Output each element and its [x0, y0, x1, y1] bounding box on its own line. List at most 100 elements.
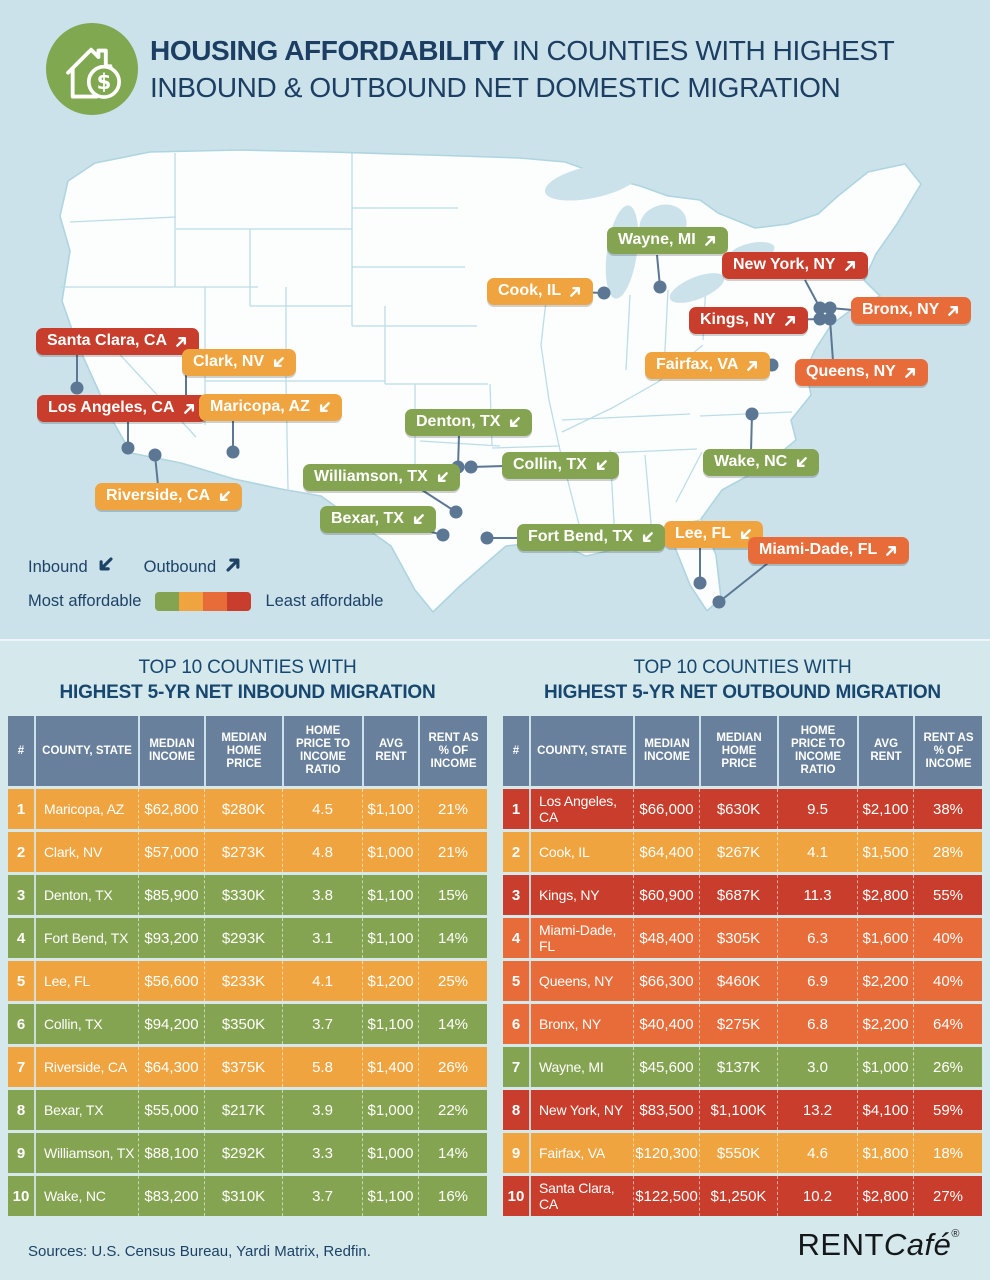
- cell-ratio: 3.7: [282, 1176, 362, 1216]
- inbound-table-body: 1 Maricopa, AZ $62,800 $280K 4.5 $1,100 21% 2 Cl…: [8, 789, 487, 1216]
- affordability-scale: [155, 592, 252, 611]
- table-row-queens-ny: 5 Queens, NY $66,300 $460K 6.9 $2,200 40%: [503, 961, 982, 1001]
- cell-home_price: $630K: [699, 789, 777, 829]
- cell-home_price: $1,100K: [699, 1090, 777, 1130]
- outbound-table-header: # COUNTY, STATE MEDIAN INCOME MEDIAN HOME P…: [503, 716, 982, 786]
- outbound-title-line2: HIGHEST 5-YR NET OUTBOUND MIGRATION: [544, 682, 941, 703]
- table-row-lee-fl: 5 Lee, FL $56,600 $233K 4.1 $1,200 25%: [8, 961, 487, 1001]
- city-dot-fort-bend-tx: [480, 531, 494, 545]
- cell-county: Queens, NY: [529, 961, 633, 1001]
- table-row-cook-il: 2 Cook, IL $64,400 $267K 4.1 $1,500 28%: [503, 832, 982, 872]
- map-badge-lee-fl: Lee, FL: [664, 521, 764, 548]
- table-row-collin-tx: 6 Collin, TX $94,200 $350K 3.7 $1,100 14%: [8, 1004, 487, 1044]
- cell-county: Wayne, MI: [529, 1047, 633, 1087]
- cell-rank: 9: [16, 1144, 26, 1162]
- map-badge-label: Maricopa, AZ: [210, 398, 310, 415]
- cell-rank: 2: [16, 843, 26, 861]
- city-dot-kings-ny: [813, 312, 827, 326]
- cell-ratio: 3.7: [282, 1004, 362, 1044]
- cell-home_price: $137K: [699, 1047, 777, 1087]
- cell-rank: 8: [511, 1101, 521, 1119]
- inbound-title-line1: TOP 10 COUNTIES WITH: [138, 657, 357, 678]
- city-dot-maricopa-az: [226, 445, 240, 459]
- cell-rent_pct: 26%: [913, 1047, 982, 1087]
- inbound-title-line2: HIGHEST 5-YR NET INBOUND MIGRATION: [59, 682, 436, 703]
- cell-home_price: $267K: [699, 832, 777, 872]
- table-row-maricopa-az: 1 Maricopa, AZ $62,800 $280K 4.5 $1,100 21%: [8, 789, 487, 829]
- map-badge-queens-ny: Queens, NY: [795, 359, 928, 386]
- swatch-least-affordable: [227, 592, 252, 611]
- cell-rent: $2,100: [857, 789, 913, 829]
- map-badge-cook-il: Cook, IL: [487, 278, 594, 305]
- table-row-denton-tx: 3 Denton, TX $85,900 $330K 3.8 $1,100 15%: [8, 875, 487, 915]
- swatch-affordable: [179, 592, 204, 611]
- cell-ratio: 4.6: [777, 1133, 857, 1173]
- outbound-table-title: TOP 10 COUNTIES WITH HIGHEST 5-YR NET OU…: [503, 655, 982, 705]
- cell-rank: 1: [511, 800, 521, 818]
- cell-income: $120,300: [633, 1133, 699, 1173]
- inbound-arrow-icon: [413, 513, 424, 524]
- cell-rank: 4: [16, 929, 26, 947]
- cell-county: New York, NY: [529, 1090, 633, 1130]
- cell-ratio: 4.5: [282, 789, 362, 829]
- map-badge-label: Kings, NY: [700, 311, 776, 328]
- city-dot-lee-fl: [693, 576, 707, 590]
- inbound-arrow-icon: [740, 528, 751, 539]
- column-header-median-home-price: MEDIAN HOME PRICE: [204, 716, 282, 786]
- cell-rent: $1,600: [857, 918, 913, 958]
- direction-legend: Inbound Outbound: [28, 556, 242, 578]
- cell-rent: $1,100: [362, 918, 418, 958]
- outbound-arrow-icon: [904, 367, 915, 378]
- column-header-avg-rent: AVG RENT: [362, 716, 418, 786]
- map-badge-label: Los Angeles, CA: [48, 399, 175, 416]
- cell-home_price: $305K: [699, 918, 777, 958]
- cell-rank: 8: [16, 1101, 26, 1119]
- cell-ratio: 11.3: [777, 875, 857, 915]
- inbound-table-title: TOP 10 COUNTIES WITH HIGHEST 5-YR NET IN…: [8, 655, 487, 705]
- cell-ratio: 4.1: [282, 961, 362, 1001]
- connector-williamson-tx: [421, 489, 457, 513]
- map-badge-kings-ny: Kings, NY: [689, 307, 808, 334]
- map-badge-label: Clark, NV: [193, 353, 265, 370]
- cell-rent: $1,100: [362, 789, 418, 829]
- cell-rent: $2,800: [857, 875, 913, 915]
- cell-home_price: $280K: [204, 789, 282, 829]
- map-badge-label: Williamson, TX: [314, 468, 428, 485]
- city-dot-queens-ny: [823, 312, 837, 326]
- page-title: HOUSING AFFORDABILITY IN COUNTIES WITH H…: [150, 32, 975, 106]
- map-badge-label: Collin, TX: [513, 456, 587, 473]
- outbound-title-line1: TOP 10 COUNTIES WITH: [633, 657, 852, 678]
- cell-county: Kings, NY: [529, 875, 633, 915]
- inbound-arrow-icon: [97, 556, 114, 578]
- map-badge-fairfax-va: Fairfax, VA: [645, 352, 771, 379]
- page-title-strong: HOUSING AFFORDABILITY: [150, 35, 505, 66]
- city-dot-bexar-tx: [436, 528, 450, 542]
- rentcafe-logo: RENTCafé®: [798, 1227, 960, 1263]
- cell-rank: 10: [12, 1187, 30, 1205]
- map-badge-new-york-ny: New York, NY: [722, 252, 868, 279]
- cell-rent_pct: 27%: [913, 1176, 982, 1216]
- cell-county: Bexar, TX: [34, 1090, 138, 1130]
- outbound-arrow-icon: [948, 305, 959, 316]
- cell-rent: $1,100: [362, 875, 418, 915]
- cell-ratio: 6.3: [777, 918, 857, 958]
- inbound-arrow-icon: [642, 531, 653, 542]
- outbound-arrow-icon: [570, 286, 581, 297]
- map-badge-label: Santa Clara, CA: [47, 332, 168, 349]
- cell-rent: $1,100: [362, 1176, 418, 1216]
- cell-county: Bronx, NY: [529, 1004, 633, 1044]
- cell-rent: $1,400: [362, 1047, 418, 1087]
- map-badge-label: Wayne, MI: [618, 231, 696, 248]
- cell-rent_pct: 16%: [418, 1176, 487, 1216]
- cell-income: $94,200: [138, 1004, 204, 1044]
- map-badge-williamson-tx: Williamson, TX: [303, 464, 460, 491]
- city-dot-miami-dade-fl: [712, 595, 726, 609]
- outbound-arrow-icon: [176, 336, 187, 347]
- cell-home_price: $1,250K: [699, 1176, 777, 1216]
- cell-home_price: $275K: [699, 1004, 777, 1044]
- cell-rent: $1,000: [857, 1047, 913, 1087]
- outbound-label: Outbound: [143, 557, 217, 576]
- cell-ratio: 4.1: [777, 832, 857, 872]
- cell-home_price: $330K: [204, 875, 282, 915]
- cell-income: $66,300: [633, 961, 699, 1001]
